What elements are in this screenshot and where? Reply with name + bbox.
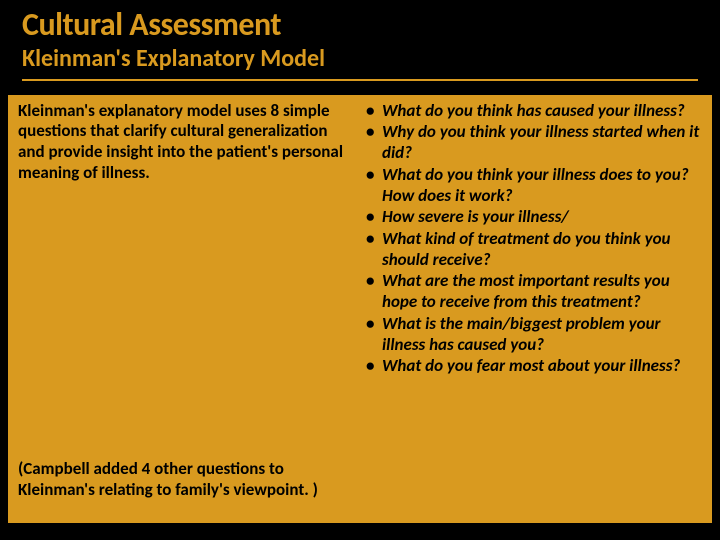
list-item: What are the most important results you … (364, 271, 702, 312)
list-item: Why do you think your illness started wh… (364, 122, 702, 163)
question-list: What do you think has caused your illnes… (364, 101, 702, 378)
content-panel: Kleinman's explanatory model uses 8 simp… (8, 95, 712, 523)
left-column: Kleinman's explanatory model uses 8 simp… (18, 101, 356, 513)
slide: Cultural Assessment Kleinman's Explanato… (0, 0, 720, 540)
list-item: How severe is your illness/ (364, 207, 702, 228)
list-item: What do you think your illness does to y… (364, 165, 702, 206)
slide-subtitle: Kleinman's Explanatory Model (22, 44, 698, 81)
intro-paragraph: Kleinman's explanatory model uses 8 simp… (18, 101, 356, 184)
slide-header: Cultural Assessment Kleinman's Explanato… (0, 0, 720, 85)
list-item: What do you think has caused your illnes… (364, 101, 702, 122)
list-item: What kind of treatment do you think you … (364, 229, 702, 270)
list-item: What is the main/biggest problem your il… (364, 314, 702, 355)
note-paragraph: (Campbell added 4 other questions to Kle… (18, 459, 356, 500)
list-item: What do you fear most about your illness… (364, 356, 702, 377)
slide-title: Cultural Assessment (22, 8, 698, 42)
right-column: What do you think has caused your illnes… (364, 101, 702, 513)
